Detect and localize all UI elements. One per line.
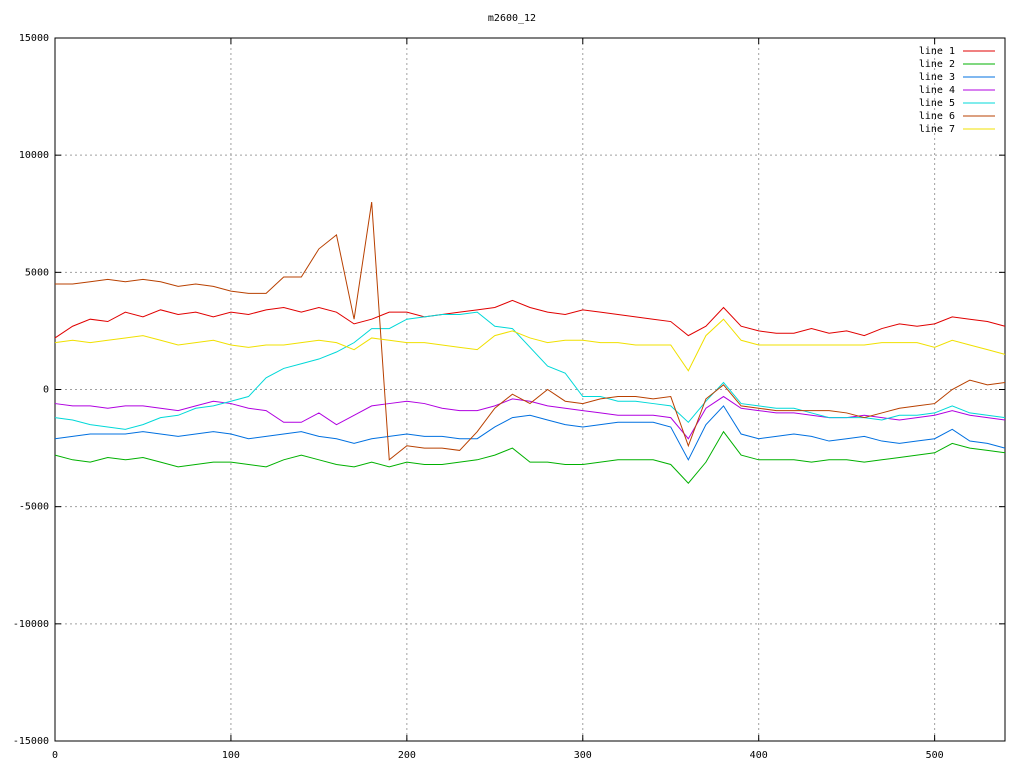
legend-label: line 4: [919, 85, 955, 96]
x-tick-label: 500: [926, 750, 944, 761]
y-tick-label: 10000: [19, 150, 49, 161]
y-tick-label: -15000: [13, 736, 49, 747]
data-line: [54, 405, 1006, 461]
data-line: [54, 311, 1006, 430]
x-tick-label: 400: [750, 750, 768, 761]
y-tick-label: 15000: [19, 33, 49, 44]
data-line: [54, 430, 1006, 484]
legend-label: line 3: [919, 72, 955, 83]
legend-label: line 6: [919, 111, 955, 122]
x-tick-label: 300: [574, 750, 592, 761]
y-tick-label: 0: [43, 385, 49, 396]
y-tick-label: -10000: [13, 619, 49, 630]
legend-label: line 7: [919, 124, 955, 135]
legend-label: line 2: [919, 59, 955, 70]
legend-label: line 5: [919, 98, 955, 109]
plot-frame: [54, 37, 1006, 742]
legend-label: line 1: [919, 46, 955, 57]
x-tick-label: 100: [222, 750, 240, 761]
data-line: [54, 318, 1006, 372]
chart-title: m2600_12: [488, 13, 536, 24]
y-tick-label: 5000: [25, 267, 49, 278]
data-line: [54, 299, 1006, 339]
data-line: [55, 201, 1006, 461]
x-tick-label: 200: [398, 750, 416, 761]
y-tick-label: -5000: [19, 502, 49, 513]
x-tick-label: 0: [52, 750, 58, 761]
